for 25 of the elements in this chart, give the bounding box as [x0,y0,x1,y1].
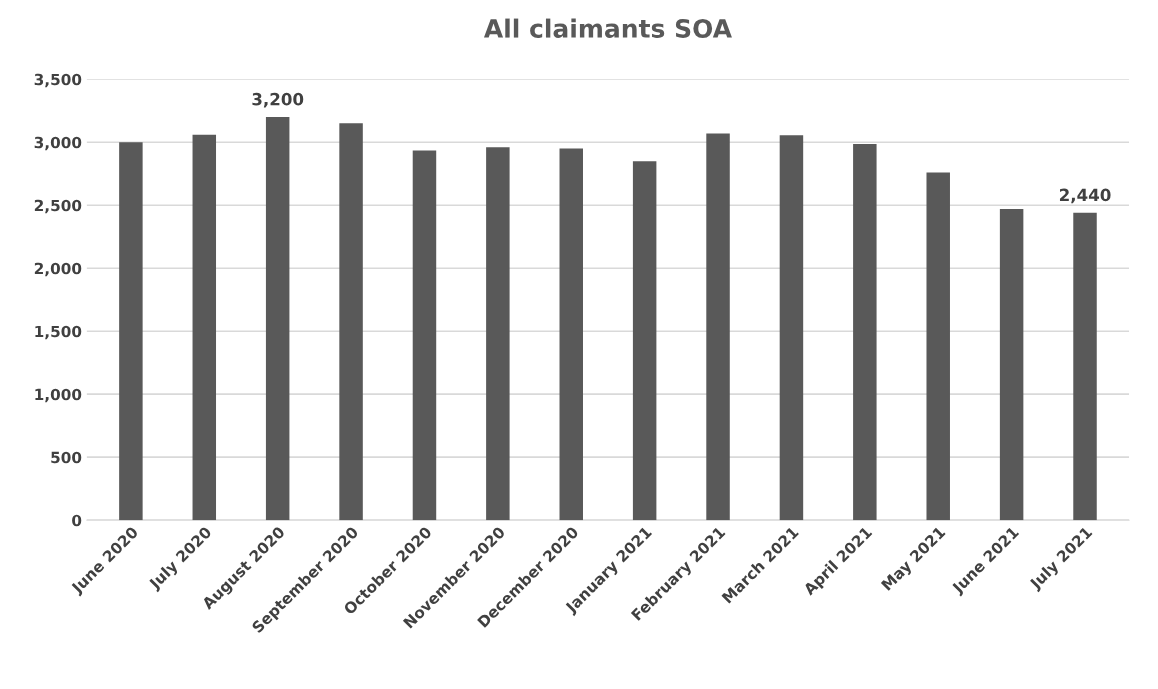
chart-title: All claimants SOA [483,18,732,38]
bar [632,161,657,521]
bar [999,209,1024,521]
bar [853,144,877,521]
y-tick-label: 500 [51,451,82,464]
bar [926,172,950,521]
y-tick-label: 2,000 [34,262,82,277]
bar [779,135,804,521]
data-label: 3,200 [252,92,304,108]
bar [339,123,363,521]
bar [265,117,290,521]
bar [1073,212,1097,521]
data-label: 2,440 [1059,188,1111,204]
bar [706,133,730,521]
y-tick-label: 0 [72,514,82,527]
bar [559,148,583,521]
y-tick-label: 1,500 [35,325,82,340]
y-tick-label: 1,000 [35,388,82,403]
bar [486,147,510,521]
bar [192,134,217,521]
bar [119,142,143,521]
y-tick-label: 3,000 [34,136,82,151]
bar [412,150,437,521]
y-tick-label: 2,500 [34,199,82,214]
y-tick-label: 3,500 [34,73,82,88]
